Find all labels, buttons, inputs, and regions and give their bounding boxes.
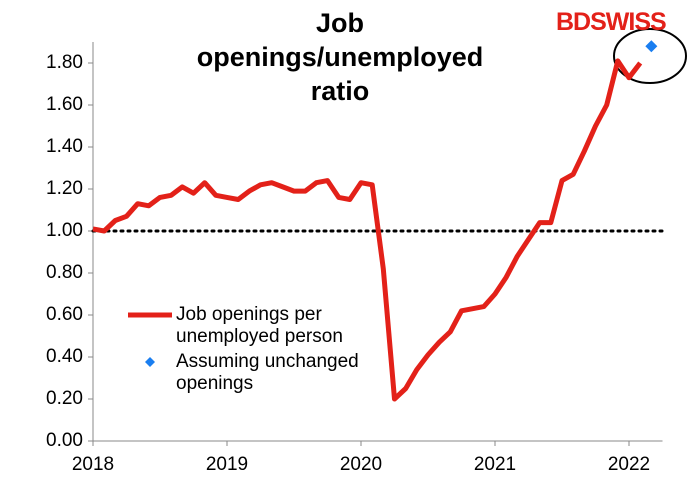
logo: BDSWISS — [556, 8, 667, 36]
y-tick-label: 1.20 — [46, 178, 83, 199]
y-tick-label: 1.40 — [46, 136, 83, 157]
highlight-circle — [613, 28, 687, 84]
diamond-marker — [645, 40, 658, 53]
y-tick-label: 0.00 — [46, 430, 83, 451]
x-tick-label: 2020 — [340, 454, 382, 475]
y-tick-label: 0.80 — [46, 262, 83, 283]
legend-label: Job openings per unemployed person — [176, 304, 343, 347]
y-tick-label: 1.00 — [46, 220, 83, 241]
chart-title: Job openings/unemployed ratio — [196, 8, 484, 106]
y-tick-label: 0.60 — [46, 304, 83, 325]
data-line — [92, 58, 643, 402]
x-tick-label: 2021 — [474, 454, 516, 475]
y-tick-label: 0.20 — [46, 388, 83, 409]
y-tick-label: 1.80 — [46, 52, 83, 73]
y-tick-label: 1.60 — [46, 94, 83, 115]
x-tick-label: 2022 — [608, 454, 650, 475]
x-tick-label: 2018 — [72, 454, 114, 475]
legend-marker — [145, 357, 155, 367]
x-tick-label: 2019 — [206, 454, 248, 475]
legend-label: Assuming unchanged openings — [176, 351, 359, 394]
y-tick-label: 0.40 — [46, 346, 83, 367]
